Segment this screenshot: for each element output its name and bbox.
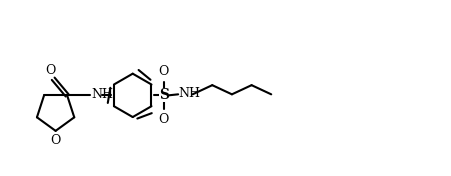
Text: O: O bbox=[158, 65, 169, 78]
Text: NH: NH bbox=[91, 88, 113, 101]
Text: O: O bbox=[46, 64, 55, 77]
Text: O: O bbox=[51, 134, 60, 147]
Text: S: S bbox=[158, 88, 168, 102]
Text: O: O bbox=[158, 113, 169, 126]
Text: NH: NH bbox=[178, 87, 200, 100]
